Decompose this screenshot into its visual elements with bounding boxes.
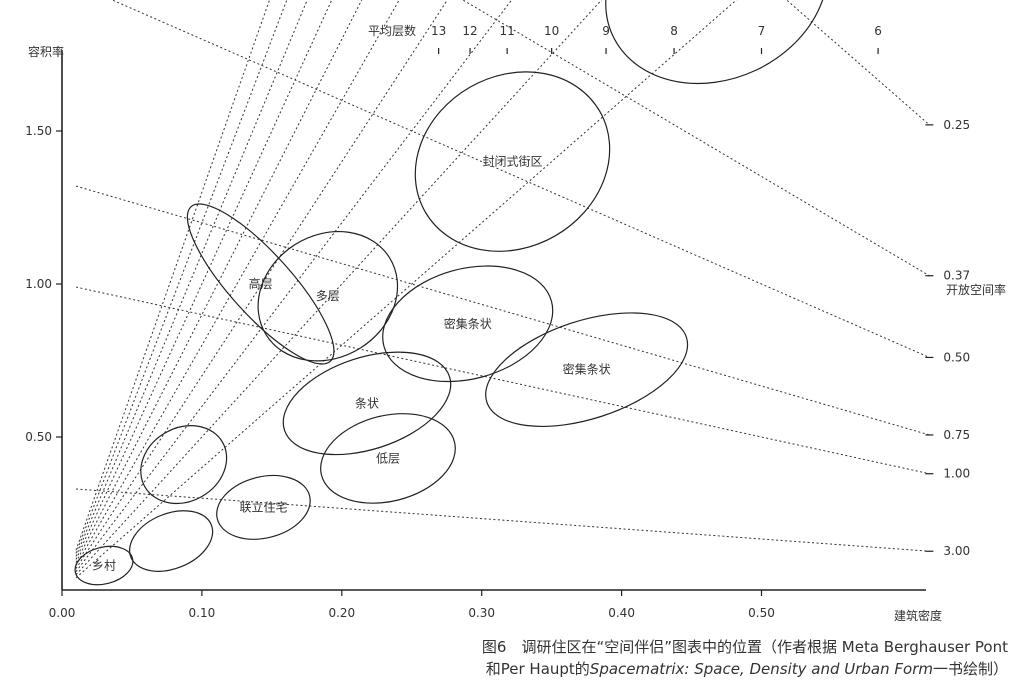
region-label: 封闭式街区 [482, 155, 542, 169]
x-axis-title: 建筑密度 [894, 608, 942, 623]
region-label: 联立住宅 [239, 499, 287, 514]
open-space-title: 开放空间率 [946, 282, 1006, 297]
open-space-label-1.00: 1.00 [943, 467, 970, 481]
open-space-line-0.25 [785, 0, 930, 126]
figure-caption-line-1: 图6 调研住区在“空间伴侣”图表中的位置（作者根据 Meta Berghause… [482, 636, 1008, 657]
caption-text-2a: 和Per Haupt的 [485, 660, 590, 678]
region-label: 乡村 [92, 559, 116, 573]
region-label: 条状 [355, 396, 379, 410]
region-ellipse [282, 351, 452, 456]
floor-line-5 [75, 0, 603, 576]
region-ellipse [414, 71, 611, 252]
floor-label-7: 7 [758, 24, 766, 38]
open-space-label-0.37: 0.37 [943, 269, 970, 283]
region-ellipse [216, 474, 311, 540]
y-axis-title: 容积率 [28, 44, 64, 59]
x-tick-label: 0.10 [189, 606, 216, 620]
open-space-label-0.75: 0.75 [943, 428, 970, 442]
y-tick-label: 0.50 [25, 430, 52, 444]
floor-line-7 [75, 0, 448, 569]
x-tick-label: 0.50 [748, 606, 775, 620]
figure-caption-line-2: 和Per Haupt的Spacematrix: Space, Density a… [486, 658, 1008, 679]
open-space-label-0.25: 0.25 [943, 118, 970, 132]
open-space-label-0.50: 0.50 [943, 350, 970, 364]
region-ellipse [140, 425, 228, 505]
x-tick-label: 0.40 [608, 606, 635, 620]
open-space-line-1.00 [75, 286, 930, 475]
x-tick-label: 0.30 [468, 606, 495, 620]
caption-book-title: Spacematrix: Space, Density and Urban Fo… [589, 660, 933, 678]
region-label: 高层 [249, 276, 273, 291]
region-ellipse [74, 545, 134, 586]
caption-text-1: 图6 调研住区在“空间伴侣”图表中的位置（作者根据 Meta Berghause… [481, 638, 1008, 656]
floor-label-9: 9 [602, 24, 610, 38]
region-ellipse [129, 510, 214, 572]
floor-line-12 [75, 0, 288, 554]
floor-line-8 [75, 0, 400, 566]
floor-line-6 [75, 0, 513, 572]
floor-label-13: 13 [431, 24, 446, 38]
open-space-line-0.75 [75, 185, 930, 436]
y-tick-label: 1.50 [25, 124, 52, 138]
region-label: 密集条状 [563, 362, 611, 377]
x-tick-label: 0.00 [49, 606, 76, 620]
caption-text-2b: 一书绘制） [932, 660, 1008, 678]
y-tick-label: 1.00 [25, 277, 52, 291]
open-space-line-3.00 [75, 488, 930, 552]
floor-line-9 [75, 0, 363, 563]
open-space-label-3.00: 3.00 [943, 544, 970, 558]
region-ellipse [605, 0, 829, 85]
open-space-line-0.37 [461, 0, 930, 277]
region-label: 密集条状 [444, 316, 492, 331]
region-ellipse [186, 203, 335, 365]
spacematrix-chart: 0.000.100.200.300.400.500.501.001.502.00… [25, 0, 1006, 623]
region-label: 多层 [316, 289, 340, 303]
floor-lines-title: 平均层数 [368, 23, 416, 38]
floor-label-12: 12 [462, 24, 477, 38]
region-ellipse [257, 230, 399, 362]
region-ellipse [320, 413, 456, 504]
floor-label-6: 6 [874, 24, 882, 38]
floor-label-8: 8 [670, 24, 678, 38]
region-ellipse [382, 265, 554, 383]
open-space-line-0.50 [111, 0, 930, 358]
region-label: 低层 [376, 451, 400, 465]
x-tick-label: 0.20 [328, 606, 355, 620]
floor-label-10: 10 [544, 24, 559, 38]
floor-line-13 [75, 0, 271, 551]
region-ellipse [485, 312, 689, 428]
floor-label-11: 11 [499, 24, 514, 38]
floor-line-10 [75, 0, 333, 560]
